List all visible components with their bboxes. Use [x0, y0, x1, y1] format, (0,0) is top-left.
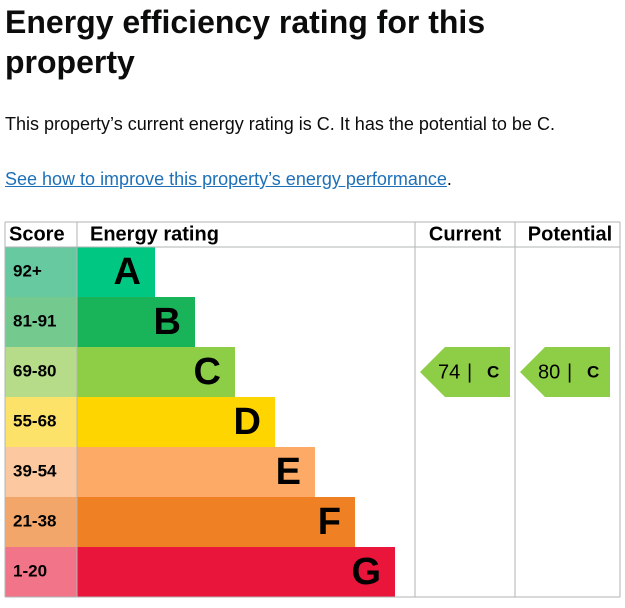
score-label: 21-38 — [13, 511, 56, 530]
potential-arrow — [520, 347, 610, 397]
potential-separator: | — [567, 361, 572, 383]
potential-score: 80 — [538, 361, 560, 383]
rating-bar — [77, 347, 235, 397]
score-cell — [5, 497, 77, 547]
score-cell — [5, 247, 77, 297]
score-label: 81-91 — [13, 311, 56, 330]
score-cell — [5, 347, 77, 397]
rating-letter: D — [234, 401, 261, 443]
current-arrow — [420, 347, 510, 397]
rating-letter: G — [351, 551, 381, 593]
rating-letter: C — [194, 351, 221, 393]
rating-bar — [77, 547, 395, 597]
rating-table: Score Energy rating Current Potential 92+ A 81… — [4, 221, 621, 598]
rating-bar — [77, 297, 195, 347]
rating-bar — [77, 397, 275, 447]
link-paragraph: See how to improve this property’s energ… — [5, 169, 452, 190]
intro-text: This property’s current energy rating is… — [5, 114, 555, 134]
rating-bar — [77, 247, 155, 297]
column-header: Score — [9, 223, 65, 245]
column-header: Current — [429, 223, 502, 245]
link-suffix: . — [446, 169, 452, 189]
score-cell — [5, 547, 77, 597]
score-label: 55-68 — [13, 411, 56, 430]
page-title: Energy efficiency rating for this proper… — [5, 4, 486, 80]
score-label: 1-20 — [13, 561, 47, 580]
score-label: 69-80 — [13, 361, 56, 380]
current-separator: | — [467, 361, 472, 383]
current-band: C — [487, 362, 499, 381]
score-cell — [5, 447, 77, 497]
score-cell — [5, 297, 77, 347]
score-label: 39-54 — [13, 461, 57, 480]
score-cell — [5, 397, 77, 447]
rating-letter: A — [114, 251, 141, 293]
score-label: 92+ — [13, 261, 42, 280]
column-header: Energy rating — [90, 223, 219, 245]
rating-letter: E — [276, 451, 301, 493]
current-score: 74 — [438, 361, 460, 383]
improve-link[interactable]: See how to improve this property’s energ… — [5, 169, 447, 189]
rating-letter: F — [318, 501, 341, 543]
column-header: Potential — [528, 223, 612, 245]
rating-letter: B — [154, 301, 181, 343]
rating-bar — [77, 447, 315, 497]
potential-band: C — [587, 362, 599, 381]
rating-bar — [77, 497, 355, 547]
